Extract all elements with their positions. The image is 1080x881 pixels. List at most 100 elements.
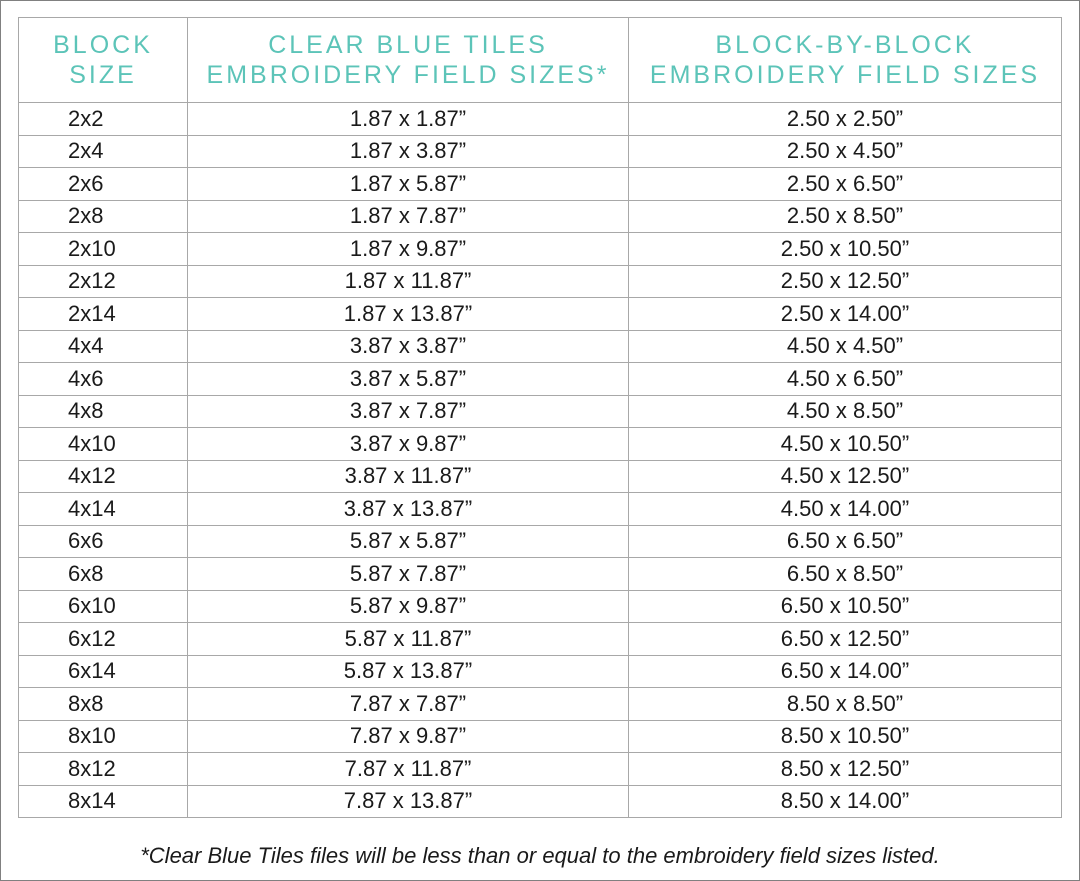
clear-blue-tiles-cell: 1.87 x 1.87” — [187, 102, 629, 136]
header-row: BLOCK SIZE CLEAR BLUE TILES EMBROIDERY FIE… — [18, 17, 1062, 103]
header-line: EMBROIDERY FIELD SIZES* — [206, 61, 610, 89]
block-size-cell: 2x8 — [18, 199, 188, 233]
block-size-cell: 8x12 — [18, 752, 188, 786]
header-block-by-block: BLOCK-BY-BLOCK EMBROIDERY FIELD SIZES — [628, 17, 1062, 103]
block-by-block-cell: 8.50 x 8.50” — [628, 687, 1062, 721]
block-size-cell: 6x14 — [18, 654, 188, 688]
block-by-block-cell: 8.50 x 12.50” — [628, 752, 1062, 786]
table-row: 2x12 1.87 x 11.87” 2.50 x 12.50” — [18, 264, 1062, 298]
clear-blue-tiles-cell: 1.87 x 11.87” — [187, 264, 629, 298]
table-row: 6x14 5.87 x 13.87” 6.50 x 14.00” — [18, 654, 1062, 688]
block-size-cell: 4x14 — [18, 492, 188, 526]
block-by-block-cell: 2.50 x 14.00” — [628, 297, 1062, 331]
table-row: 2x8 1.87 x 7.87” 2.50 x 8.50” — [18, 199, 1062, 233]
block-size-cell: 6x10 — [18, 589, 188, 623]
clear-blue-tiles-cell: 1.87 x 5.87” — [187, 167, 629, 201]
block-size-cell: 4x4 — [18, 329, 188, 363]
clear-blue-tiles-cell: 3.87 x 9.87” — [187, 427, 629, 461]
header-line: SIZE — [69, 61, 137, 89]
table-row: 2x4 1.87 x 3.87” 2.50 x 4.50” — [18, 134, 1062, 168]
block-size-cell: 4x10 — [18, 427, 188, 461]
clear-blue-tiles-cell: 3.87 x 13.87” — [187, 492, 629, 526]
block-by-block-cell: 6.50 x 14.00” — [628, 654, 1062, 688]
block-by-block-cell: 2.50 x 10.50” — [628, 232, 1062, 266]
header-line: EMBROIDERY FIELD SIZES — [649, 61, 1041, 89]
block-by-block-cell: 6.50 x 6.50” — [628, 524, 1062, 558]
block-by-block-cell: 4.50 x 14.00” — [628, 492, 1062, 526]
table-row: 8x14 7.87 x 13.87” 8.50 x 14.00” — [18, 784, 1062, 818]
table-row: 2x14 1.87 x 13.87” 2.50 x 14.00” — [18, 297, 1062, 331]
block-size-cell: 4x6 — [18, 362, 188, 396]
block-by-block-cell: 8.50 x 14.00” — [628, 784, 1062, 818]
clear-blue-tiles-cell: 5.87 x 7.87” — [187, 557, 629, 591]
block-size-cell: 6x12 — [18, 622, 188, 656]
block-size-cell: 4x8 — [18, 394, 188, 428]
clear-blue-tiles-cell: 1.87 x 3.87” — [187, 134, 629, 168]
block-by-block-cell: 6.50 x 8.50” — [628, 557, 1062, 591]
block-by-block-cell: 2.50 x 4.50” — [628, 134, 1062, 168]
block-by-block-cell: 4.50 x 10.50” — [628, 427, 1062, 461]
block-size-cell: 2x4 — [18, 134, 188, 168]
table-row: 4x6 3.87 x 5.87” 4.50 x 6.50” — [18, 362, 1062, 396]
clear-blue-tiles-cell: 5.87 x 9.87” — [187, 589, 629, 623]
block-size-cell: 2x10 — [18, 232, 188, 266]
block-by-block-cell: 2.50 x 8.50” — [628, 199, 1062, 233]
table-row: 2x6 1.87 x 5.87” 2.50 x 6.50” — [18, 167, 1062, 201]
clear-blue-tiles-cell: 3.87 x 5.87” — [187, 362, 629, 396]
clear-blue-tiles-cell: 3.87 x 7.87” — [187, 394, 629, 428]
block-size-cell: 6x8 — [18, 557, 188, 591]
block-by-block-cell: 6.50 x 10.50” — [628, 589, 1062, 623]
clear-blue-tiles-cell: 3.87 x 11.87” — [187, 459, 629, 493]
clear-blue-tiles-cell: 7.87 x 7.87” — [187, 687, 629, 721]
table-row: 6x8 5.87 x 7.87” 6.50 x 8.50” — [18, 557, 1062, 591]
block-by-block-cell: 2.50 x 2.50” — [628, 102, 1062, 136]
table-row: 2x2 1.87 x 1.87” 2.50 x 2.50” — [18, 102, 1062, 136]
block-size-cell: 2x12 — [18, 264, 188, 298]
clear-blue-tiles-cell: 5.87 x 13.87” — [187, 654, 629, 688]
block-by-block-cell: 4.50 x 12.50” — [628, 459, 1062, 493]
block-size-cell: 6x6 — [18, 524, 188, 558]
table-row: 4x4 3.87 x 3.87” 4.50 x 4.50” — [18, 329, 1062, 363]
footnote: *Clear Blue Tiles files will be less tha… — [140, 843, 940, 868]
block-by-block-cell: 8.50 x 10.50” — [628, 719, 1062, 753]
block-size-cell: 8x10 — [18, 719, 188, 753]
clear-blue-tiles-cell: 3.87 x 3.87” — [187, 329, 629, 363]
block-size-cell: 2x6 — [18, 167, 188, 201]
clear-blue-tiles-cell: 1.87 x 13.87” — [187, 297, 629, 331]
table-row: 6x12 5.87 x 11.87” 6.50 x 12.50” — [18, 622, 1062, 656]
clear-blue-tiles-cell: 1.87 x 9.87” — [187, 232, 629, 266]
header-line: BLOCK-BY-BLOCK — [715, 31, 975, 59]
table-row: 8x12 7.87 x 11.87” 8.50 x 12.50” — [18, 752, 1062, 786]
block-by-block-cell: 4.50 x 4.50” — [628, 329, 1062, 363]
table-row: 8x10 7.87 x 9.87” 8.50 x 10.50” — [18, 719, 1062, 753]
field-size-table: BLOCK SIZE CLEAR BLUE TILES EMBROIDERY FIE… — [18, 17, 1062, 818]
table-row: 4x14 3.87 x 13.87” 4.50 x 14.00” — [18, 492, 1062, 526]
block-size-cell: 8x14 — [18, 784, 188, 818]
table-row: 4x12 3.87 x 11.87” 4.50 x 12.50” — [18, 459, 1062, 493]
clear-blue-tiles-cell: 1.87 x 7.87” — [187, 199, 629, 233]
block-size-cell: 4x12 — [18, 459, 188, 493]
clear-blue-tiles-cell: 5.87 x 5.87” — [187, 524, 629, 558]
clear-blue-tiles-cell: 7.87 x 11.87” — [187, 752, 629, 786]
table-row: 2x10 1.87 x 9.87” 2.50 x 10.50” — [18, 232, 1062, 266]
header-line: BLOCK — [53, 31, 153, 59]
clear-blue-tiles-cell: 7.87 x 9.87” — [187, 719, 629, 753]
clear-blue-tiles-cell: 7.87 x 13.87” — [187, 784, 629, 818]
block-by-block-cell: 6.50 x 12.50” — [628, 622, 1062, 656]
block-by-block-cell: 4.50 x 6.50” — [628, 362, 1062, 396]
table-row: 8x8 7.87 x 7.87” 8.50 x 8.50” — [18, 687, 1062, 721]
block-size-cell: 2x2 — [18, 102, 188, 136]
table-row: 6x10 5.87 x 9.87” 6.50 x 10.50” — [18, 589, 1062, 623]
table-row: 4x10 3.87 x 9.87” 4.50 x 10.50” — [18, 427, 1062, 461]
block-by-block-cell: 2.50 x 6.50” — [628, 167, 1062, 201]
block-by-block-cell: 2.50 x 12.50” — [628, 264, 1062, 298]
header-block-size: BLOCK SIZE — [18, 17, 188, 103]
table-row: 4x8 3.87 x 7.87” 4.50 x 8.50” — [18, 394, 1062, 428]
table-row: 6x6 5.87 x 5.87” 6.50 x 6.50” — [18, 524, 1062, 558]
block-size-cell: 8x8 — [18, 687, 188, 721]
block-size-cell: 2x14 — [18, 297, 188, 331]
header-clear-blue-tiles: CLEAR BLUE TILES EMBROIDERY FIELD SIZES* — [187, 17, 629, 103]
block-by-block-cell: 4.50 x 8.50” — [628, 394, 1062, 428]
clear-blue-tiles-cell: 5.87 x 11.87” — [187, 622, 629, 656]
header-line: CLEAR BLUE TILES — [268, 31, 548, 59]
